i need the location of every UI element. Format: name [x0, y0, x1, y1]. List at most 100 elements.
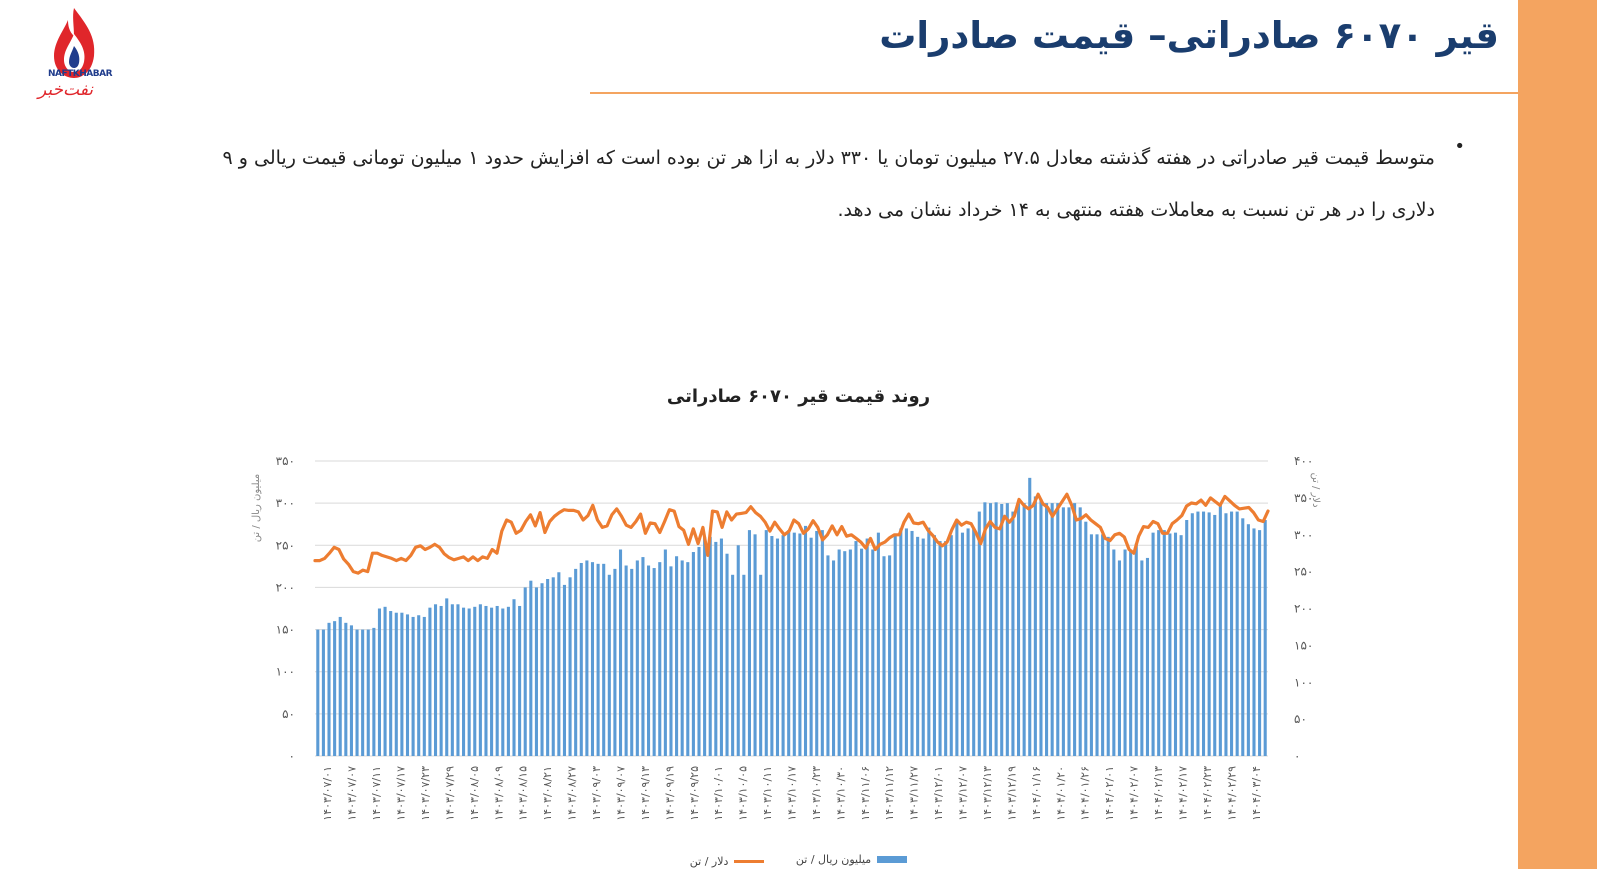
y-tick-left: ۳۰۰ [276, 496, 295, 510]
bar [1224, 513, 1228, 756]
bar [344, 622, 348, 756]
bar [764, 530, 768, 756]
bar [411, 616, 415, 756]
x-tick-label: ۱۴۰۳/۱۱/۰۶ [859, 766, 872, 821]
bar [484, 605, 488, 756]
bar [675, 556, 679, 756]
bar [775, 538, 780, 756]
y-tick-right: ۲۰۰ [1294, 602, 1313, 616]
bar [647, 565, 651, 756]
bar [927, 527, 931, 756]
bar [1157, 530, 1161, 756]
bar [422, 616, 426, 756]
x-tick-label: ۱۴۰۳/۱۰/۰۱ [712, 766, 725, 821]
bar [316, 629, 320, 756]
bar [366, 629, 370, 756]
bar [888, 555, 892, 756]
bar [551, 577, 555, 756]
bar [1022, 503, 1026, 756]
y-tick-left: ۵۰ [282, 707, 295, 721]
bar [1185, 520, 1189, 756]
x-tick-label: ۱۴۰۳/۰۷/۲۳ [419, 766, 432, 821]
bar [753, 534, 757, 756]
bar [1241, 518, 1245, 756]
y-tick-right: ۱۵۰ [1294, 638, 1313, 652]
y-tick-right: ۳۰۰ [1294, 528, 1313, 542]
bar [809, 537, 813, 756]
bar [327, 622, 331, 756]
logo-text-fa: نفت‌خبر [38, 80, 94, 100]
bar [1173, 532, 1178, 756]
bar [585, 560, 589, 756]
y-tick-right: ۵۰ [1294, 712, 1307, 726]
bar [944, 541, 948, 756]
bar [1095, 534, 1099, 756]
bar [1073, 503, 1077, 756]
bar [1235, 511, 1239, 756]
x-tick-label: ۱۴۰۴/۰۲/۲۹ [1225, 766, 1238, 821]
bar [669, 566, 673, 756]
bar [904, 528, 908, 756]
bar [747, 530, 751, 756]
x-tick-label: ۱۴۰۳/۱۰/۰۵ [737, 766, 750, 821]
bar [506, 606, 510, 756]
bar [467, 608, 471, 756]
bar [495, 605, 499, 756]
x-tick-label: ۱۴۰۳/۱۱/۲۷ [908, 766, 921, 821]
x-tick-label: ۱۴۰۳/۰۸/۰۵ [468, 766, 481, 821]
bar [854, 541, 858, 756]
bar [574, 568, 578, 756]
bar [871, 549, 875, 756]
bar [983, 502, 987, 756]
bar [686, 562, 690, 756]
bar [977, 511, 981, 756]
y-tick-left: ۱۰۰ [276, 665, 295, 679]
bar [389, 611, 393, 756]
bar [910, 530, 914, 756]
x-tick-label: ۱۴۰۳/۰۸/۲۱ [541, 766, 554, 821]
x-tick-label: ۱۴۰۳/۰۹/۲۵ [688, 766, 701, 821]
bar [607, 574, 611, 756]
bar [534, 587, 538, 756]
bar [624, 565, 628, 756]
bar [719, 538, 723, 756]
bar [792, 532, 796, 756]
y-axis-title-right: دلار / تن [1310, 472, 1321, 507]
legend-line-swatch [734, 860, 765, 863]
bar [994, 502, 998, 756]
side-accent-band [1518, 0, 1597, 869]
bar [1101, 534, 1105, 756]
x-tick-label: ۱۴۰۴/۰۳/۰۴ [1250, 766, 1263, 821]
bar [742, 574, 746, 756]
x-tick-label: ۱۴۰۳/۱۰/۲۳ [810, 766, 823, 821]
bar [848, 549, 852, 756]
bar [1005, 503, 1009, 756]
y-tick-left: ۳۵۰ [276, 454, 295, 468]
bar [658, 562, 662, 756]
bar [439, 605, 443, 756]
x-tick-label: ۱۴۰۳/۰۹/۱۳ [639, 766, 652, 821]
bar [1230, 511, 1234, 756]
bar [966, 528, 970, 756]
bar [865, 538, 869, 756]
x-tick-label: ۱۴۰۴/۰۱/۲۶ [1079, 766, 1092, 821]
y-tick-left: ۱۵۰ [276, 623, 295, 637]
bar [1218, 504, 1222, 756]
bar [663, 549, 667, 756]
x-tick-label: ۱۴۰۳/۱۲/۱۹ [1005, 766, 1018, 821]
x-tick-label: ۱۴۰۳/۰۸/۰۹ [492, 766, 505, 821]
bar [1039, 498, 1043, 756]
bar [596, 563, 600, 756]
bar [860, 548, 864, 756]
bar [1000, 503, 1004, 756]
bar [383, 606, 387, 756]
bar [916, 536, 920, 756]
bar [714, 541, 718, 756]
bar [949, 535, 953, 756]
bar [613, 568, 617, 756]
x-tick-label: ۱۴۰۳/۰۹/۰۷ [614, 766, 627, 821]
summary-bullet: • متوسط قیمت قیر صادراتی در هفته گذشته م… [175, 132, 1465, 236]
bar [1196, 511, 1200, 756]
bar [1117, 560, 1121, 756]
